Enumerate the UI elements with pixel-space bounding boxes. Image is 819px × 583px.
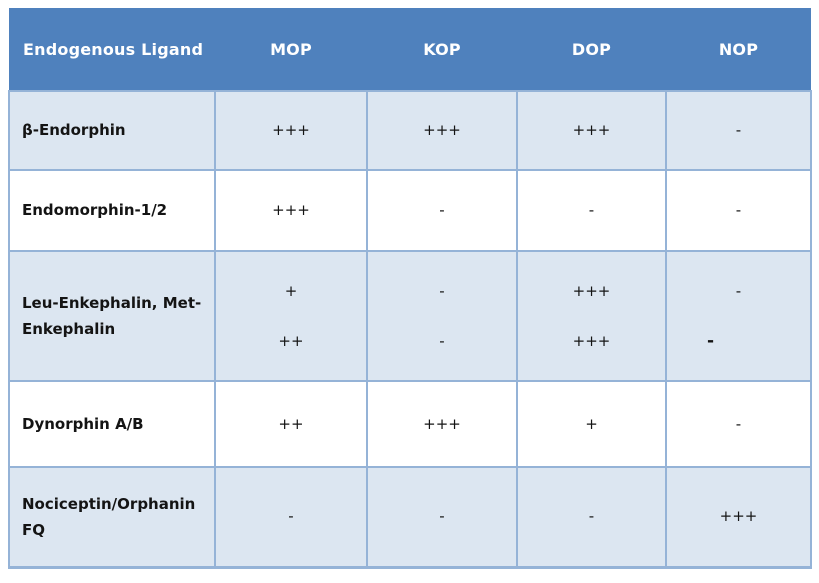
cell-kop: - -: [366, 250, 518, 382]
affinity-value: ++: [278, 331, 304, 350]
affinity-value: +++: [423, 121, 461, 139]
column-header-endogenous-ligand: Endogenous Ligand: [9, 8, 215, 91]
cell-nop: +++: [665, 466, 812, 569]
ligand-name: Nociceptin/Orphanin FQ: [8, 466, 216, 569]
cell-dop: +: [516, 380, 667, 468]
cell-dop: +++ +++: [516, 250, 667, 382]
table-row-beta-endorphin: β-Endorphin +++ +++ +++ -: [8, 90, 812, 171]
ligand-name: Endomorphin-1/2: [8, 169, 216, 252]
affinity-value: -: [288, 507, 294, 526]
affinity-value: +++: [423, 414, 461, 433]
affinity-value: -: [735, 281, 742, 300]
cell-nop: - -: [665, 250, 812, 382]
cell-dop: -: [516, 169, 667, 252]
ligand-name: Leu-Enkephalin, Met-Enkephalin: [8, 250, 216, 382]
affinity-value: +++: [719, 507, 758, 526]
header-row: Endogenous Ligand MOP KOP DOP NOP: [9, 8, 811, 91]
affinity-value: -: [735, 121, 742, 139]
cell-kop: +++: [366, 90, 518, 171]
cell-mop: +++: [214, 90, 368, 171]
table-row-dynorphin: Dynorphin A/B ++ +++ + -: [8, 380, 812, 468]
cell-nop: -: [665, 380, 812, 468]
affinity-value: -: [439, 331, 445, 350]
cell-nop: -: [665, 169, 812, 252]
affinity-value: -: [439, 507, 445, 526]
affinity-value: -: [439, 201, 445, 219]
cell-kop: -: [366, 466, 518, 569]
affinity-value: -: [588, 201, 595, 219]
cell-mop: + ++: [214, 250, 368, 382]
ligand-name: Dynorphin A/B: [8, 380, 216, 468]
ligand-name: β-Endorphin: [8, 90, 216, 171]
cell-dop: -: [516, 466, 667, 569]
cell-nop: -: [665, 90, 812, 171]
column-header-dop: DOP: [517, 8, 666, 91]
affinity-value: -: [706, 330, 715, 351]
affinity-value: +++: [572, 121, 611, 139]
table-row-endomorphin: Endomorphin-1/2 +++ - - -: [8, 169, 812, 252]
affinity-value: +: [284, 281, 298, 300]
column-header-nop: NOP: [666, 8, 811, 91]
ligand-receptor-table: Endogenous Ligand MOP KOP DOP NOP β-Endo…: [8, 8, 812, 569]
affinity-value: +++: [272, 201, 310, 219]
table-row-enkephalin: Leu-Enkephalin, Met-Enkephalin + ++ - - …: [8, 250, 812, 382]
affinity-value: -: [588, 507, 595, 526]
table-row-nociceptin: Nociceptin/Orphanin FQ - - - +++: [8, 466, 812, 569]
affinity-value: -: [439, 281, 445, 300]
cell-dop: +++: [516, 90, 667, 171]
cell-mop: ++: [214, 380, 368, 468]
cell-mop: -: [214, 466, 368, 569]
column-header-mop: MOP: [215, 8, 367, 91]
cell-kop: +++: [366, 380, 518, 468]
affinity-value: +++: [572, 331, 611, 350]
cell-kop: -: [366, 169, 518, 252]
affinity-value: ++: [278, 414, 304, 433]
affinity-value: +++: [572, 281, 611, 300]
affinity-value: -: [735, 201, 742, 219]
affinity-value: +: [585, 414, 598, 433]
opioid-receptor-affinity-table: Endogenous Ligand MOP KOP DOP NOP β-Endo…: [8, 8, 812, 569]
column-header-kop: KOP: [367, 8, 517, 91]
affinity-value: +++: [272, 121, 310, 139]
cell-mop: +++: [214, 169, 368, 252]
affinity-value: -: [735, 414, 742, 433]
